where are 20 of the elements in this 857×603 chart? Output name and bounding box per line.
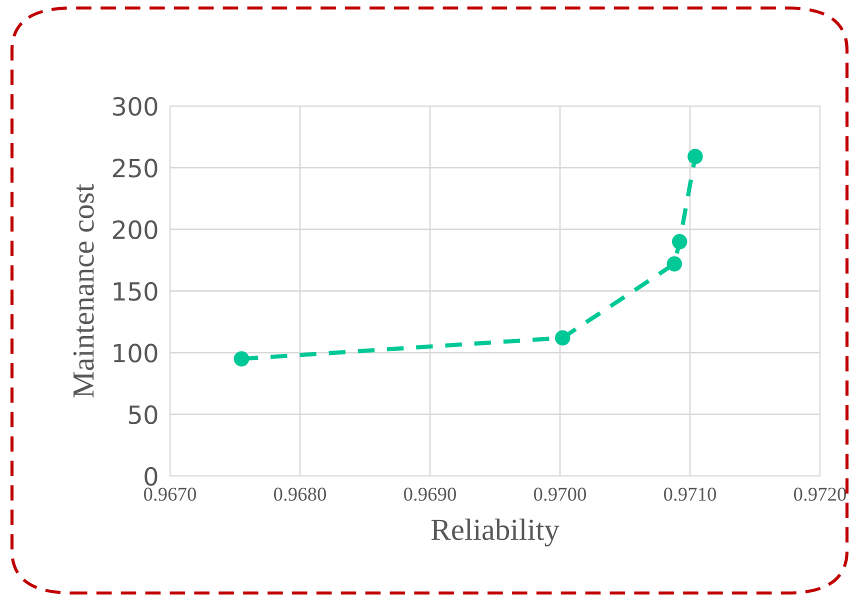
x-tick-label: 0.9710 xyxy=(664,488,716,501)
point xyxy=(234,351,250,366)
x-tick-label: 0.9700 xyxy=(534,488,586,501)
y-axis-title: Maintenance cost xyxy=(73,184,94,398)
y-tick-label: 200 xyxy=(113,220,158,240)
x-tick-label: 0.9680 xyxy=(274,488,326,501)
y-tick-label: 250 xyxy=(113,158,158,178)
x-tick-label: 0.9690 xyxy=(404,488,456,501)
y-tick-label: 100 xyxy=(114,344,158,363)
x-tick-label: 0.9670 xyxy=(144,488,196,501)
y-tick-label: 150 xyxy=(114,282,158,301)
point xyxy=(672,234,688,250)
y-tick-label: 300 xyxy=(113,96,158,116)
y-tick-label: 0 xyxy=(144,466,158,486)
x-tick-label: 0.9720 xyxy=(794,488,846,501)
y-tick-label: 50 xyxy=(129,405,158,424)
point xyxy=(688,148,703,164)
point xyxy=(666,256,682,272)
x-axis-title: Reliability xyxy=(431,518,560,546)
point xyxy=(554,330,570,346)
